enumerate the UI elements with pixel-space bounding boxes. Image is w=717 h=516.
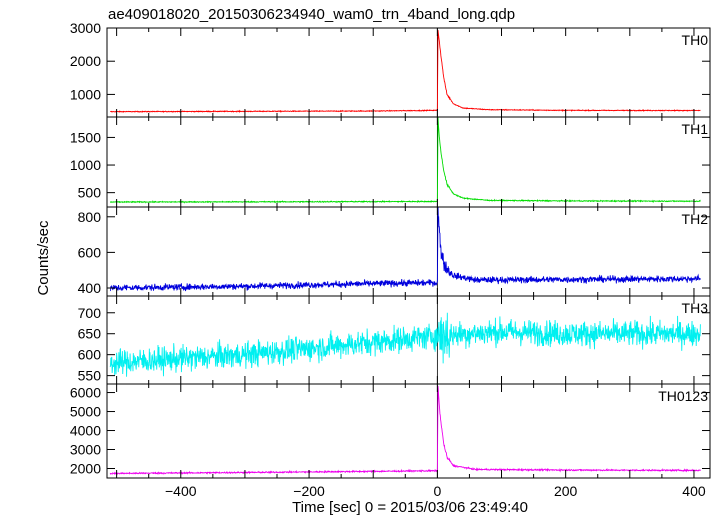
panel-frame (106, 27, 711, 118)
panel-label: TH0123 (658, 388, 708, 404)
panel-label: TH0 (682, 32, 709, 48)
y-tick-label: 4000 (70, 423, 101, 439)
panel-label: TH1 (682, 121, 709, 137)
x-tick-label: 400 (682, 483, 706, 499)
panel-frame (106, 116, 711, 208)
x-axis-label: Time [sec] 0 = 2015/03/06 23:49:40 (292, 499, 528, 516)
y-tick-label: 400 (78, 280, 102, 296)
y-tick-label: 2000 (70, 53, 101, 69)
panel-label: TH2 (682, 211, 709, 227)
y-tick-label: 2000 (70, 461, 101, 477)
y-tick-label: 3000 (70, 442, 101, 458)
x-tick-label: −400 (165, 483, 197, 499)
panel-label: TH3 (682, 300, 709, 316)
x-tick-label: −200 (293, 483, 325, 499)
y-tick-label: 550 (78, 368, 102, 384)
panel-th0: 1000 2000 3000 TH0 (70, 20, 711, 118)
series-line-th1 (109, 117, 701, 204)
series-line-th0 (110, 30, 701, 114)
y-tick-label: 600 (78, 347, 102, 363)
chart-title: ae409018020_20150306234940_wam0_trn_4ban… (108, 6, 515, 23)
y-tick-label: 6000 (70, 385, 101, 401)
y-tick-label: 1000 (70, 86, 101, 102)
y-tick-label: 650 (78, 326, 102, 342)
y-tick-label: 700 (78, 305, 102, 321)
x-tick-label: 200 (554, 483, 578, 499)
series-line-th3 (109, 312, 701, 377)
series-line-th0123 (109, 385, 701, 476)
panel-th1: 500 1000 1500 TH1 (70, 116, 711, 208)
panel-th0123: 2000 3000 4000 5000 6000 TH0123 −400 −200 0 200 40… (70, 383, 711, 499)
x-tick-label: 0 (433, 483, 441, 499)
y-tick-label: 5000 (70, 404, 101, 420)
panel-th3: 550 600 650 700 TH3 (78, 295, 711, 385)
y-tick-label: 1000 (70, 157, 101, 173)
panel-th2: 400 600 800 TH2 (78, 206, 711, 297)
y-tick-label: 1500 (70, 129, 101, 145)
series-line-th2 (109, 207, 701, 292)
y-tick-label: 500 (78, 185, 102, 201)
y-axis-label: Counts/sec (35, 220, 52, 296)
panel-frame (106, 383, 711, 479)
y-tick-label: 600 (78, 244, 102, 260)
y-tick-label: 3000 (70, 20, 101, 36)
y-tick-label: 800 (78, 209, 102, 225)
